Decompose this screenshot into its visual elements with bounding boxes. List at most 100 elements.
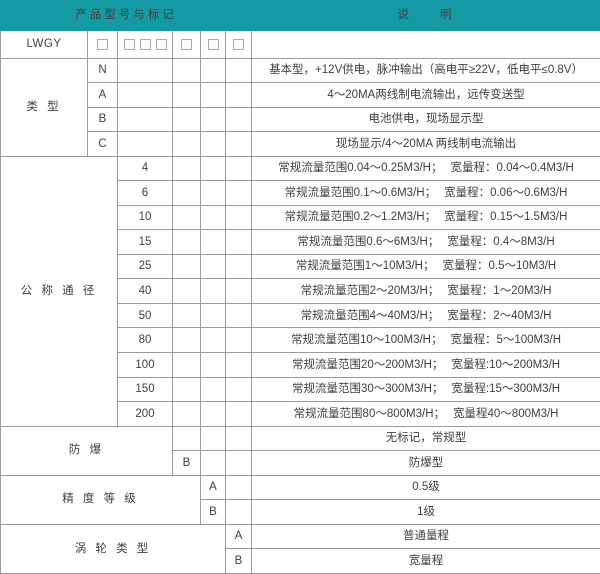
checkbox-group-type-boxes: [88, 38, 117, 50]
diameter-range-wide: 宽量程：0.4～8M3/H: [447, 235, 555, 248]
spacer-cell: [172, 253, 201, 280]
checkbox-group-explosion-proof-boxes: [173, 38, 200, 50]
diameter-range-wide: 宽量程：0.04～0.4M3/H: [450, 162, 574, 175]
spacer-cell: [200, 425, 226, 452]
spacer-cell: [200, 253, 226, 280]
diameter-range-normal: 常规流量范围0.04～0.25M3/H；: [278, 162, 443, 175]
type-code-cell: A: [87, 82, 118, 108]
model-name-cell: LWGY: [0, 29, 88, 59]
diameter-description-cell: 常规流量范围1～10M3/H； 宽量程：0.5～10M3/H: [251, 253, 600, 280]
diameter-range-normal: 常规流量范围80～800M3/H；: [293, 407, 446, 420]
diameter-range-wide: 宽量程：5～100M3/H: [450, 334, 562, 347]
model-row-description-blank: [251, 29, 600, 59]
spacer-cell: [200, 351, 226, 378]
diameter-code-cell: 150: [117, 376, 173, 403]
diameter-range-normal: 常规流量范围30～300M3/H；: [291, 383, 444, 396]
spacer-cell: [224, 131, 253, 157]
diameter-description-cell: 常规流量范围0.04～0.25M3/H； 宽量程：0.04～0.4M3/H: [251, 155, 600, 182]
diameter-description-cell: 常规流量范围0.6～6M3/H； 宽量程：0.4～8M3/H: [251, 229, 600, 255]
spacer-cell: [200, 401, 226, 427]
spacer-cell: [224, 82, 253, 108]
diameter-code-cell: 6: [117, 180, 173, 206]
checkbox-group-accuracy-boxes: [201, 38, 225, 50]
spacer-cell: [224, 401, 253, 427]
type-description-cell: 4～20MA两线制电流输出，远传变送型: [251, 82, 600, 108]
spacer-cell: [172, 302, 201, 329]
diameter-range-normal: 常规流量范围0.2～1.2M3/H；: [284, 211, 437, 224]
diameter-description-cell: 常规流量范围0.1～0.6M3/H； 宽量程：0.06～0.6M3/H: [251, 180, 600, 206]
checkbox-group-diameter[interactable]: [117, 29, 173, 59]
diameter-range-wide: 宽量程：1～20M3/H: [447, 284, 552, 297]
spacer-cell: [224, 180, 253, 206]
spacer-cell: [172, 106, 201, 133]
spacer-cell: [200, 450, 226, 476]
diameter-description-cell: 常规流量范围2～20M3/H； 宽量程：1～20M3/H: [251, 278, 600, 304]
diameter-range-normal: 常规流量范围0.6～6M3/H；: [297, 235, 440, 248]
table-row: B 1级: [1, 499, 600, 525]
table-row: 公 称 通 径 4 常规流量范围0.04～0.25M3/H； 宽量程：0.04～0…: [0, 155, 600, 427]
header-desc-word-2: 明: [440, 9, 455, 22]
diameter-range-normal: 常规流量范围20～200M3/H；: [291, 358, 444, 371]
spacer-cell: [200, 106, 226, 133]
turbine-description-cell: 普通量程: [251, 523, 600, 550]
checkbox-group-accuracy[interactable]: [200, 29, 226, 59]
spacer-cell: [172, 351, 201, 378]
turbine-description-cell: 宽量程: [251, 548, 600, 574]
spacer-cell: [200, 155, 226, 182]
header-model-title: 产品型号与标记: [0, 0, 253, 31]
explosion-proof-code-cell: [172, 425, 201, 452]
type-code-cell: B: [87, 106, 118, 133]
spacer-cell: [200, 327, 226, 353]
spacer-cell: [200, 131, 226, 157]
type-description-cell: 现场显示/4～20MA 两线制电流输出: [251, 131, 600, 157]
checkbox-icon[interactable]: [181, 38, 192, 50]
diameter-range-normal: 常规流量范围4～40M3/H；: [300, 309, 440, 322]
accuracy-code-cell: B: [200, 499, 226, 525]
spacer-cell: [224, 327, 253, 353]
type-description-cell: 电池供电，现场显示型: [251, 106, 600, 133]
diameter-range-wide: 宽量程:10～200M3/H: [451, 358, 561, 371]
checkbox-icon[interactable]: [207, 38, 219, 50]
checkbox-icon[interactable]: [233, 38, 245, 50]
checkbox-icon[interactable]: [123, 38, 135, 50]
checkbox-group-type[interactable]: [87, 29, 118, 59]
spacer-cell: [224, 155, 253, 182]
table-row: B 宽量程: [1, 548, 600, 574]
table-row: 涡 轮 类 型 A 普通量程: [0, 523, 600, 574]
diameter-description-cell: 常规流量范围10～100M3/H； 宽量程：5～100M3/H: [251, 327, 600, 353]
diameter-code-cell: 4: [117, 155, 173, 182]
spacer-cell: [172, 327, 201, 353]
spacer-cell: [224, 302, 253, 329]
turbine-code-cell: A: [224, 523, 253, 550]
table-header-row: 产品型号与标记 说明: [0, 0, 600, 31]
table-row: B 防爆型: [1, 450, 600, 476]
type-description-cell: 基本型，+12V供电，脉冲输出（高电平≥22V，低电平≤0.8V）: [251, 57, 600, 84]
spacer-cell: [200, 204, 226, 231]
spacer-cell: [224, 474, 253, 501]
checkbox-group-turbine-boxes: [226, 38, 251, 50]
section-label-type: 类 型: [0, 57, 88, 157]
diameter-range-wide: 宽量程：2～40M3/H: [447, 309, 552, 322]
table-row: 15 常规流量范围0.6～6M3/H； 宽量程：0.4～8M3/H: [1, 229, 600, 255]
table-row: 防 爆 无标记，常规型: [0, 425, 600, 476]
section-label-turbine-type: 涡 轮 类 型: [0, 523, 226, 574]
diameter-code-cell: 100: [117, 351, 173, 378]
table-row: B 电池供电，现场显示型: [1, 106, 600, 133]
spacer-cell: [117, 57, 173, 84]
header-description-title: 说明: [251, 0, 600, 31]
model-code-row: LWGY: [0, 29, 600, 59]
table-row: 200 常规流量范围80～800M3/H； 宽量程40～800M3/H: [1, 401, 600, 427]
checkbox-icon[interactable]: [139, 38, 151, 50]
checkbox-icon[interactable]: [97, 38, 108, 50]
checkbox-icon[interactable]: [155, 38, 167, 50]
spacer-cell: [224, 106, 253, 133]
diameter-code-cell: 25: [117, 253, 173, 280]
section-label-explosion-proof: 防 爆: [0, 425, 173, 476]
spacer-cell: [200, 180, 226, 206]
diameter-description-cell: 常规流量范围0.2～1.2M3/H； 宽量程：0.15～1.5M3/H: [251, 204, 600, 231]
checkbox-group-turbine[interactable]: [224, 29, 253, 59]
accuracy-code-cell: A: [200, 474, 226, 501]
spacer-cell: [172, 278, 201, 304]
checkbox-group-explosion-proof[interactable]: [172, 29, 201, 59]
